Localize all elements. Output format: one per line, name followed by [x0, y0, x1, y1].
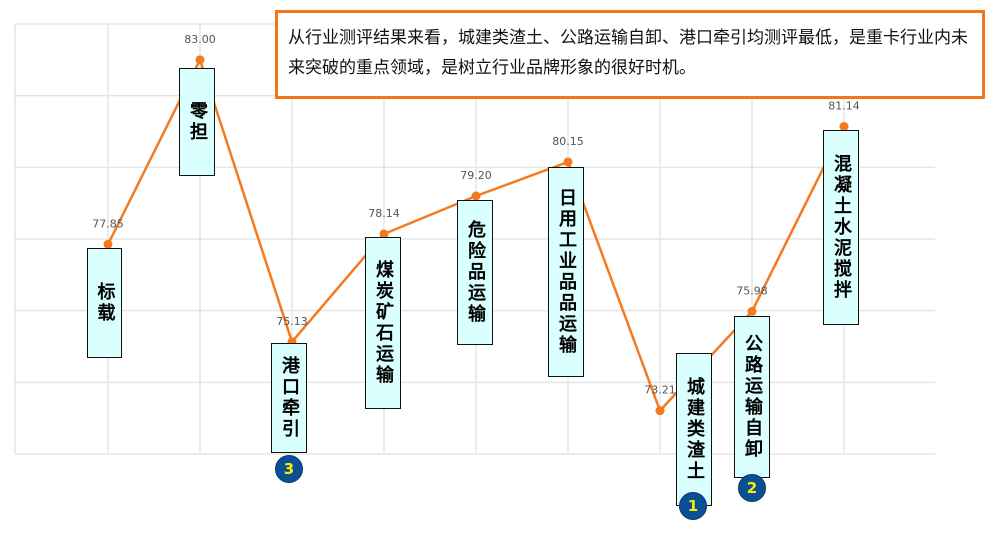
category-label: 港口牵引: [271, 343, 307, 453]
data-label: 77.85: [92, 217, 124, 230]
data-point: [103, 239, 113, 249]
category-label: 公路运输自卸: [734, 316, 770, 478]
data-label: 73.21: [644, 384, 676, 397]
data-point: [839, 121, 849, 131]
rank-badge: 1: [679, 492, 707, 520]
data-label: 80.15: [552, 135, 584, 148]
data-label: 81.14: [828, 99, 860, 112]
data-point: [471, 191, 481, 201]
category-label: 标载: [87, 248, 122, 358]
category-label: 城建类渣土: [676, 353, 712, 506]
category-label: 危险品运输: [457, 200, 493, 345]
data-point: [379, 229, 389, 239]
data-label: 78.14: [368, 207, 400, 220]
data-label: 83.00: [184, 33, 216, 46]
data-label: 75.98: [736, 284, 768, 297]
category-label: 零担: [179, 68, 215, 176]
category-label: 煤炭矿石运输: [365, 237, 401, 409]
data-point: [747, 306, 757, 316]
data-label: 75.13: [276, 315, 308, 328]
data-point: [195, 55, 205, 65]
rank-badge: 2: [738, 474, 766, 502]
annotation-box: 从行业测评结果来看，城建类渣土、公路运输自卸、港口牵引均测评最低，是重卡行业内未…: [275, 10, 985, 99]
data-label: 79.20: [460, 169, 492, 182]
category-label: 混凝土水泥搅拌: [823, 130, 859, 325]
data-point: [655, 406, 665, 416]
category-label: 日用工业品品运输: [548, 167, 584, 377]
data-point: [563, 157, 573, 167]
rank-badge: 3: [275, 455, 303, 483]
